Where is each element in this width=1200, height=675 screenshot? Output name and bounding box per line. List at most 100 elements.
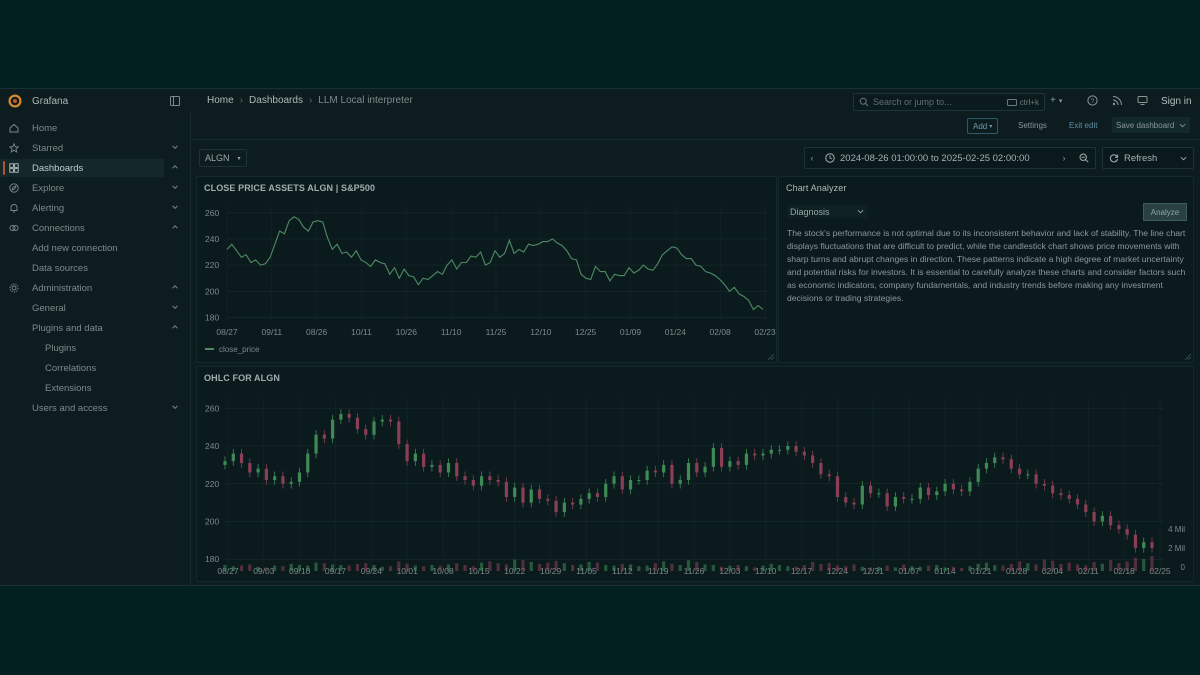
asset-variable-select[interactable]: ALGN ▾ (199, 149, 247, 167)
add-button[interactable]: Add ▾ (967, 118, 999, 134)
sidebar-item-starred[interactable]: Starred (0, 139, 190, 157)
sidebar-item-data-sources[interactable]: Data sources (0, 259, 190, 277)
volume-bar (852, 564, 856, 571)
sidebar-item-label: Alerting (32, 203, 65, 214)
volume-bar (571, 565, 575, 571)
save-dashboard-button[interactable]: Save dashboard (1112, 117, 1190, 133)
breadcrumb-home[interactable]: Home (207, 95, 234, 106)
sidebar-item-plugins[interactable]: Plugins (0, 339, 190, 357)
chevron-down-icon[interactable] (171, 403, 179, 411)
close-price-chart[interactable]: 180 200 220 240 260 08/27 09/11 08/26 10/11 10/26… (197, 177, 776, 362)
sidebar-item-administration[interactable]: Administration (0, 279, 190, 297)
candle-body (446, 463, 451, 473)
panel-resize-handle[interactable] (1185, 354, 1191, 360)
volume-bar (504, 564, 509, 571)
chevron-down-icon[interactable] (1180, 155, 1187, 162)
sidebar-item-extensions[interactable]: Extensions (0, 379, 190, 397)
sign-in-link[interactable]: Sign in (1161, 96, 1192, 107)
chevron-up-icon[interactable] (171, 323, 179, 331)
volume-bar (794, 566, 798, 571)
volume-bar (388, 566, 393, 571)
kiosk-icon[interactable] (1137, 95, 1148, 106)
chevron-up-icon[interactable] (171, 223, 179, 231)
help-icon[interactable]: ? (1087, 95, 1098, 106)
ohlc-panel[interactable]: OHLC FOR ALGN 180 200 220 240 260 08/27 09/03 0… (196, 366, 1194, 582)
volume-bar (1084, 565, 1088, 571)
search-input[interactable]: Search or jump to... ctrl+k (853, 93, 1045, 111)
sidebar-item-dashboards[interactable]: Dashboards (0, 159, 178, 177)
x-tick-label: 02/11 (1078, 566, 1099, 576)
volume-bar (1026, 563, 1030, 571)
refresh-button[interactable]: Refresh (1102, 147, 1194, 169)
chevron-down-icon[interactable] (171, 303, 179, 311)
sidebar-item-explore[interactable]: Explore (0, 179, 190, 197)
volume-bar (339, 565, 343, 571)
sidebar-item-label: Home (32, 123, 58, 134)
volume-bar (1092, 562, 1096, 571)
candle-body (289, 481, 293, 484)
candle-body (405, 444, 409, 462)
time-back-button[interactable]: ‹ (810, 153, 814, 163)
settings-button[interactable]: Settings (1018, 121, 1047, 130)
chevron-up-icon[interactable] (171, 283, 179, 291)
candle-body (521, 487, 525, 503)
x-tick-label: 11/05 (576, 566, 597, 576)
candle-body (438, 464, 442, 473)
exit-edit-button[interactable]: Exit edit (1069, 121, 1098, 130)
sidebar-item-correlations[interactable]: Correlations (0, 359, 190, 377)
x-tick-label: 12/31 (863, 566, 885, 576)
volume-bar (397, 561, 401, 571)
sidebar-item-plugins-and-data[interactable]: Plugins and data (0, 319, 190, 337)
search-placeholder: Search or jump to... (873, 97, 952, 107)
chevron-down-icon[interactable] (171, 203, 179, 211)
ohlc-chart[interactable]: 18020022024026008/2709/0309/1009/1709/24… (197, 367, 1193, 581)
sidebar-item-connections[interactable]: Connections (0, 219, 190, 237)
sidebar-item-add-new-connection[interactable]: Add new connection (0, 239, 190, 257)
sidebar-item-users-and-access[interactable]: Users and access (0, 399, 190, 417)
time-forward-button[interactable]: › (1062, 153, 1066, 163)
chevron-down-icon[interactable] (171, 183, 179, 191)
candle-body (471, 480, 475, 486)
sidebar-item-alerting[interactable]: Alerting (0, 199, 190, 217)
candle-body (910, 498, 914, 500)
breadcrumb-dashboards[interactable]: Dashboards (249, 95, 303, 106)
volume-bar (662, 561, 666, 571)
sidebar-item-label: Extensions (45, 383, 92, 394)
volume-bar (711, 565, 715, 571)
dock-menu-icon[interactable] (170, 96, 180, 106)
news-rss-icon[interactable] (1112, 95, 1123, 106)
volume-bar (496, 563, 500, 571)
sidebar-item-home[interactable]: Home (0, 119, 190, 137)
sidebar-item-general[interactable]: General (0, 299, 190, 317)
candle-body (1125, 529, 1129, 535)
analysis-mode-select[interactable]: Diagnosis (787, 205, 867, 218)
volume-bar (463, 565, 467, 571)
candle-body (372, 421, 376, 435)
candle-body (595, 493, 600, 497)
chevron-down-icon[interactable] (171, 143, 179, 151)
volume-bar (744, 566, 749, 571)
volume-bar (653, 563, 657, 571)
close-price-panel[interactable]: CLOSE PRICE ASSETS ALGN | S&P500 180 200 2… (196, 176, 777, 363)
grafana-logo-icon[interactable] (8, 94, 22, 108)
candle-body (388, 419, 393, 422)
candle-body (720, 447, 724, 467)
volume-bar (306, 565, 310, 571)
candle-body (587, 493, 591, 499)
volume-bar (248, 564, 252, 571)
x-tick-label: 01/21 (970, 566, 992, 576)
chevron-up-icon[interactable] (171, 163, 179, 171)
candle-body (777, 449, 782, 451)
panel-resize-handle[interactable] (768, 354, 774, 360)
sidebar-item-label: General (32, 303, 66, 314)
new-menu-button[interactable]: + ▾ (1050, 95, 1062, 106)
zoom-out-icon[interactable] (1079, 153, 1089, 163)
panel-title: OHLC FOR ALGN (204, 373, 280, 383)
x-tick-label: 02/25 (1149, 566, 1171, 576)
candle-body (1051, 485, 1055, 494)
time-range-picker[interactable]: ‹ 2024-08-26 01:00:00 to 2025-02-25 02:0… (804, 147, 1096, 169)
analyze-button[interactable]: Analyze (1143, 203, 1187, 221)
candle-body (1009, 459, 1013, 469)
volume-bar (926, 565, 931, 571)
candle-body (231, 453, 235, 462)
